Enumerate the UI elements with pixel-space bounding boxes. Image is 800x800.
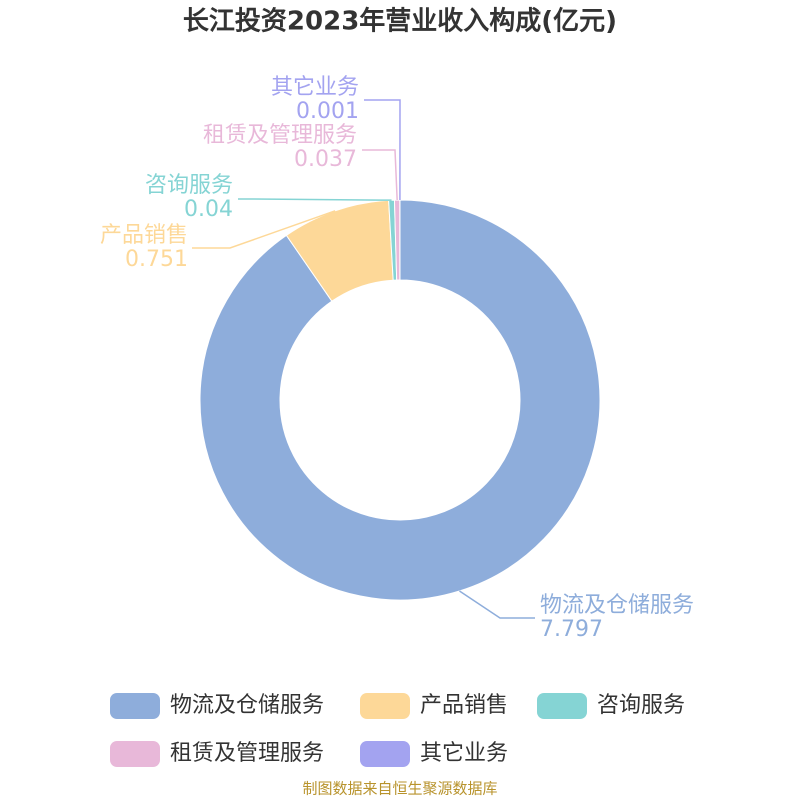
slice-label: 物流及仓储服务 (540, 593, 694, 618)
leader-line (192, 210, 336, 249)
leader-line (364, 99, 401, 201)
slice-value: 0.751 (125, 247, 188, 272)
legend-label: 产品销售 (420, 693, 508, 718)
legend-label: 咨询服务 (597, 693, 685, 718)
legend-label: 租赁及管理服务 (170, 741, 324, 766)
slice-value: 7.797 (540, 617, 603, 642)
legend-swatch (537, 693, 587, 719)
slice-label: 租赁及管理服务 (203, 123, 357, 148)
leader-line (459, 590, 535, 619)
donut-slice (199, 199, 601, 601)
legend-label: 物流及仓储服务 (170, 693, 324, 718)
slice-value: 0.037 (294, 147, 357, 172)
legend-swatch (360, 693, 410, 719)
leader-line (238, 198, 392, 201)
slice-label: 其它业务 (271, 75, 359, 100)
chart-title: 长江投资2023年营业收入构成(亿元) (183, 6, 617, 37)
slice-label: 产品销售 (100, 223, 188, 248)
legend-swatch (110, 741, 160, 767)
legend-label: 其它业务 (420, 741, 508, 766)
leader-line (362, 149, 398, 201)
slice-value: 0.04 (184, 197, 233, 222)
slice-value: 0.001 (296, 99, 359, 124)
slice-label: 咨询服务 (145, 173, 233, 198)
legend-swatch (110, 693, 160, 719)
source-note: 制图数据来自恒生聚源数据库 (302, 780, 497, 798)
legend-swatch (360, 741, 410, 767)
